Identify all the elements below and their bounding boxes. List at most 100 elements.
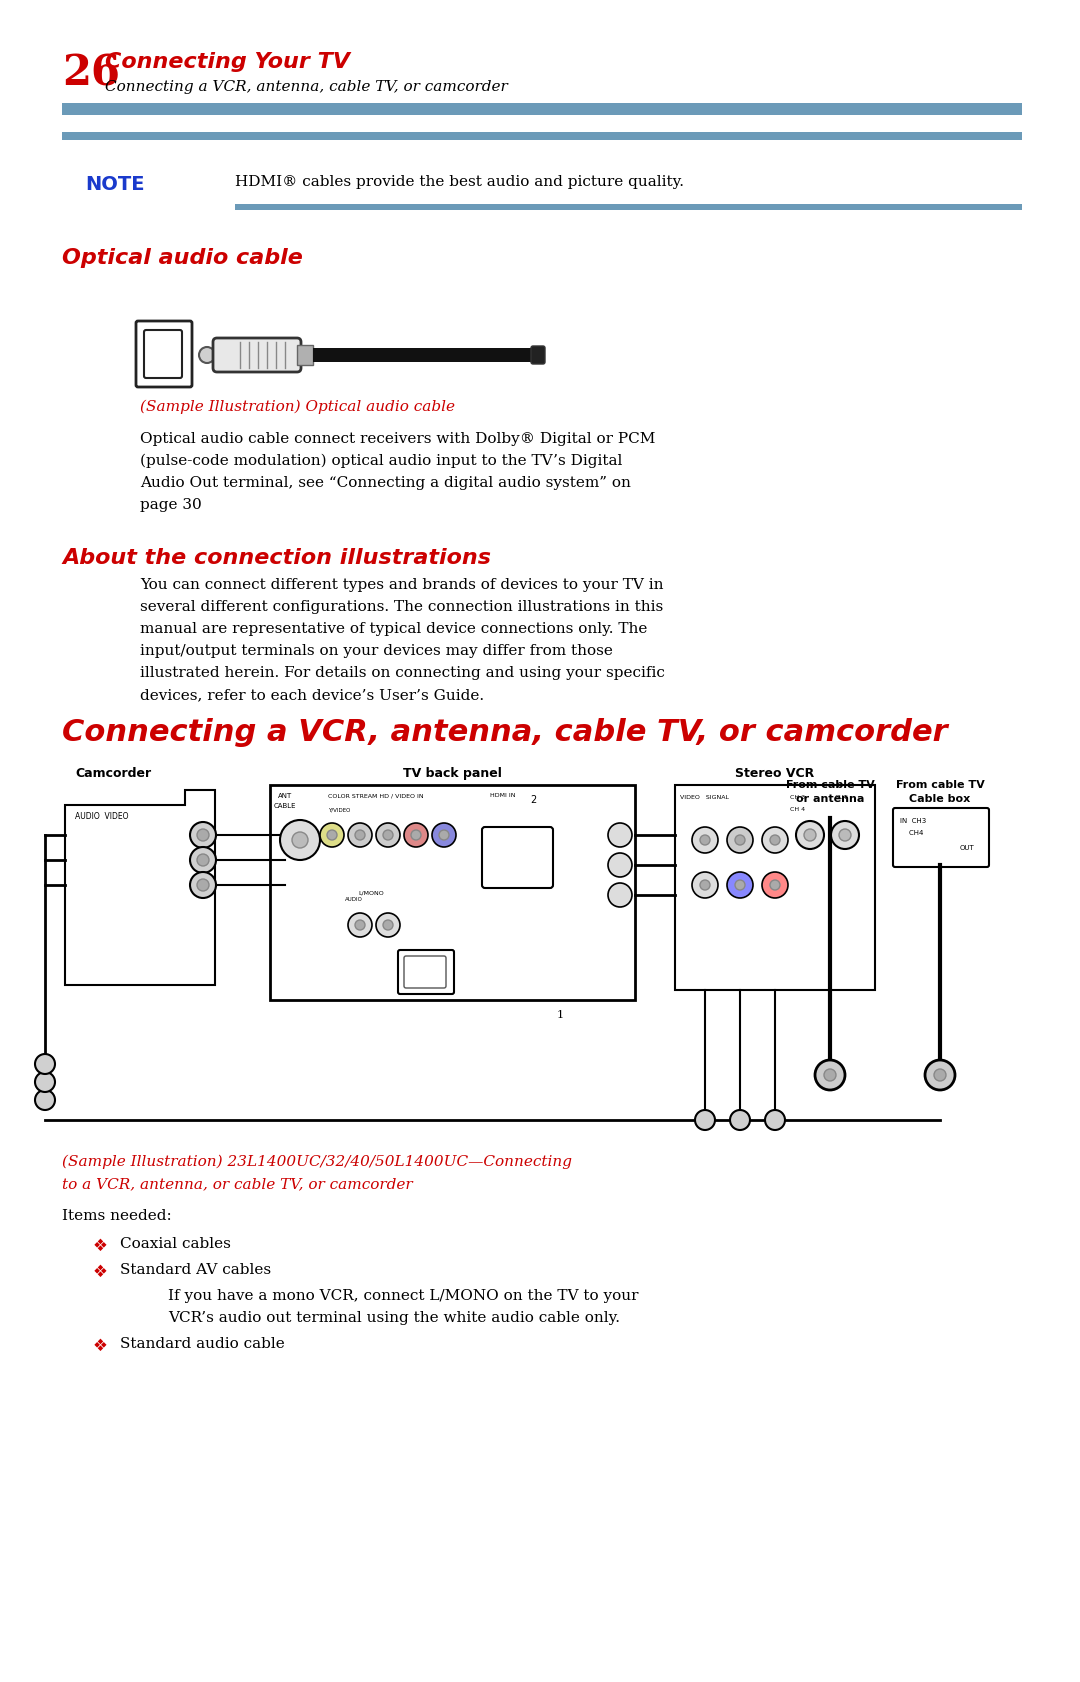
- Circle shape: [696, 1110, 715, 1130]
- Circle shape: [327, 829, 337, 839]
- Circle shape: [190, 848, 216, 873]
- FancyBboxPatch shape: [213, 338, 301, 372]
- Circle shape: [197, 880, 210, 891]
- Circle shape: [804, 829, 816, 841]
- Text: ❖: ❖: [93, 1263, 107, 1282]
- Bar: [270, 785, 635, 1001]
- Text: Coaxial cables: Coaxial cables: [120, 1236, 231, 1251]
- Text: or antenna: or antenna: [796, 794, 864, 804]
- FancyBboxPatch shape: [144, 330, 183, 378]
- Text: Optical audio cable: Optical audio cable: [62, 247, 302, 267]
- Text: Y/VIDEO: Y/VIDEO: [328, 807, 350, 812]
- Circle shape: [320, 822, 345, 848]
- Circle shape: [815, 1060, 845, 1090]
- Text: Audio Out terminal, see “Connecting a digital audio system” on: Audio Out terminal, see “Connecting a di…: [140, 476, 631, 489]
- Text: (Sample Illustration) 23L1400UC/32/40/50L1400UC—Connecting: (Sample Illustration) 23L1400UC/32/40/50…: [62, 1156, 572, 1169]
- Circle shape: [411, 829, 421, 839]
- FancyBboxPatch shape: [482, 828, 553, 888]
- Circle shape: [292, 833, 308, 848]
- Text: CH 4: CH 4: [789, 807, 805, 812]
- Circle shape: [348, 822, 372, 848]
- Circle shape: [762, 828, 788, 853]
- Text: Items needed:: Items needed:: [62, 1209, 172, 1223]
- Text: Standard AV cables: Standard AV cables: [120, 1263, 271, 1277]
- Circle shape: [35, 1055, 55, 1075]
- Circle shape: [700, 834, 710, 844]
- Text: From cable TV: From cable TV: [785, 780, 875, 791]
- Circle shape: [762, 871, 788, 898]
- Text: Standard audio cable: Standard audio cable: [120, 1337, 285, 1351]
- Circle shape: [199, 346, 215, 363]
- Text: VCR’s audio out terminal using the white audio cable only.: VCR’s audio out terminal using the white…: [168, 1310, 620, 1325]
- Bar: [675, 785, 875, 991]
- Circle shape: [608, 883, 632, 907]
- Text: If you have a mono VCR, connect L/MONO on the TV to your: If you have a mono VCR, connect L/MONO o…: [168, 1288, 638, 1304]
- Text: About the connection illustrations: About the connection illustrations: [62, 548, 491, 569]
- Circle shape: [355, 920, 365, 930]
- Text: OUT: OUT: [835, 796, 849, 801]
- Text: AUDIO OUT: AUDIO OUT: [407, 962, 443, 967]
- Circle shape: [383, 920, 393, 930]
- Text: HDMI® cables provide the best audio and picture quality.: HDMI® cables provide the best audio and …: [235, 175, 684, 188]
- Bar: [313, 348, 534, 362]
- Circle shape: [190, 871, 216, 898]
- Circle shape: [692, 871, 718, 898]
- Polygon shape: [65, 791, 215, 986]
- Circle shape: [376, 822, 400, 848]
- Text: (pulse-code modulation) optical audio input to the TV’s Digital: (pulse-code modulation) optical audio in…: [140, 454, 622, 468]
- Text: Camcorder: Camcorder: [75, 767, 151, 780]
- Circle shape: [735, 834, 745, 844]
- Text: AUDIO  VIDEO: AUDIO VIDEO: [75, 812, 129, 821]
- Circle shape: [824, 1070, 836, 1082]
- Circle shape: [608, 853, 632, 876]
- Circle shape: [376, 913, 400, 937]
- Text: CH 3: CH 3: [789, 796, 805, 801]
- Text: illustrated herein. For details on connecting and using your specific: illustrated herein. For details on conne…: [140, 666, 665, 680]
- Text: Connecting a VCR, antenna, cable TV, or camcorder: Connecting a VCR, antenna, cable TV, or …: [105, 81, 508, 94]
- Circle shape: [770, 880, 780, 890]
- Text: manual are representative of typical device connections only. The: manual are representative of typical dev…: [140, 622, 647, 636]
- Circle shape: [934, 1070, 946, 1082]
- Text: ❖: ❖: [93, 1236, 107, 1255]
- Text: HDMI IN: HDMI IN: [490, 792, 515, 797]
- Circle shape: [197, 829, 210, 841]
- Circle shape: [839, 829, 851, 841]
- Circle shape: [770, 834, 780, 844]
- Text: Connecting a VCR, antenna, cable TV, or camcorder: Connecting a VCR, antenna, cable TV, or …: [62, 718, 947, 747]
- Circle shape: [190, 822, 216, 848]
- Text: 26: 26: [62, 52, 120, 94]
- Circle shape: [692, 828, 718, 853]
- Text: to a VCR, antenna, or cable TV, or camcorder: to a VCR, antenna, or cable TV, or camco…: [62, 1177, 413, 1191]
- Bar: [297, 345, 313, 365]
- Text: DIGITAL: DIGITAL: [413, 950, 437, 955]
- Text: Cable box: Cable box: [909, 794, 971, 804]
- Text: NOTE: NOTE: [85, 175, 145, 193]
- Text: Connecting Your TV: Connecting Your TV: [105, 52, 350, 72]
- Circle shape: [432, 822, 456, 848]
- FancyBboxPatch shape: [136, 321, 192, 387]
- Text: ❖: ❖: [93, 1337, 107, 1356]
- Circle shape: [727, 871, 753, 898]
- Circle shape: [35, 1090, 55, 1110]
- Text: ANT: ANT: [278, 792, 293, 799]
- FancyBboxPatch shape: [399, 950, 454, 994]
- Text: VIDEO   SIGNAL: VIDEO SIGNAL: [680, 796, 729, 801]
- Text: CABLE: CABLE: [274, 802, 297, 809]
- Text: L/MONO: L/MONO: [357, 890, 383, 895]
- Text: OUT: OUT: [960, 844, 975, 851]
- Bar: [235, 204, 1022, 210]
- Text: devices, refer to each device’s User’s Guide.: devices, refer to each device’s User’s G…: [140, 688, 484, 701]
- Text: Optical audio cable connect receivers with Dolby® Digital or PCM: Optical audio cable connect receivers wi…: [140, 432, 656, 446]
- Circle shape: [831, 821, 859, 849]
- Text: 2: 2: [530, 796, 537, 806]
- Text: input/output terminals on your devices may differ from those: input/output terminals on your devices m…: [140, 644, 612, 658]
- FancyBboxPatch shape: [531, 346, 545, 363]
- Text: 1: 1: [556, 1009, 564, 1019]
- Circle shape: [700, 880, 710, 890]
- Circle shape: [383, 829, 393, 839]
- Text: (Sample Illustration) Optical audio cable: (Sample Illustration) Optical audio cabl…: [140, 400, 455, 414]
- Circle shape: [197, 854, 210, 866]
- Circle shape: [727, 828, 753, 853]
- Circle shape: [438, 829, 449, 839]
- Text: COLOR STREAM HD / VIDEO IN: COLOR STREAM HD / VIDEO IN: [328, 792, 423, 797]
